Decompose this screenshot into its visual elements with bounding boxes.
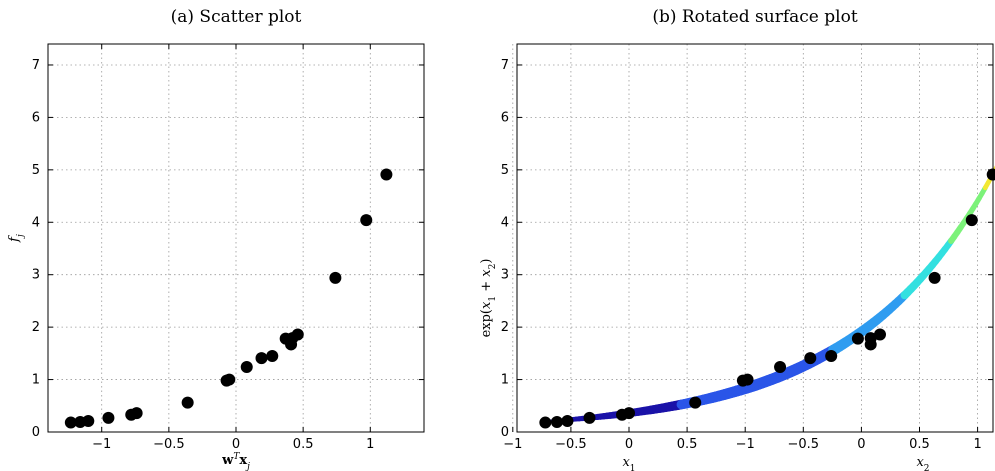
data-point	[64, 416, 77, 429]
y-tick-label: 6	[501, 110, 509, 125]
x1-axis-label: x1	[622, 455, 635, 471]
data-point	[291, 328, 304, 341]
x-tick-label: −1	[736, 437, 755, 452]
chart-title: (b) Rotated surface plot	[652, 7, 857, 27]
y-tick-label: 1	[501, 373, 509, 388]
data-point	[255, 352, 268, 365]
data-point	[873, 328, 886, 341]
data-point	[804, 352, 817, 365]
x-tick-label: 0	[232, 437, 240, 452]
x-tick-label: 0.5	[909, 437, 930, 452]
x-tick-label: 0	[857, 437, 865, 452]
data-point	[583, 411, 596, 424]
x-tick-label: −0.5	[788, 437, 820, 452]
data-point	[181, 396, 194, 409]
data-point	[623, 407, 635, 420]
y-tick-label: 3	[501, 268, 509, 283]
x-tick-label: −0.5	[555, 437, 587, 452]
data-point	[774, 360, 787, 373]
data-point	[561, 414, 574, 427]
scatter-plot-panel: (a) Scatter plot −1 −0.5 0 0.5 1 0 1 2 3 4 5 6 7 wTxj f…	[7, 7, 425, 471]
data-point	[380, 168, 393, 181]
y-tick-label: 3	[32, 268, 40, 283]
rotated-surface-plot-panel: (b) Rotated surface plot −1 −0.5 0 0.5 −1 −0.5…	[479, 7, 995, 471]
data-point	[266, 349, 279, 362]
y-tick-label: 7	[32, 58, 40, 73]
y-tick-label: 5	[32, 163, 40, 178]
data-point	[851, 332, 864, 345]
y-tick-label: 6	[32, 110, 40, 125]
x-tick-label: −0.5	[153, 437, 185, 452]
y-tick-label: 1	[32, 373, 40, 388]
data-point	[539, 416, 552, 429]
data-point	[864, 332, 877, 345]
x-axis-label: wTxj	[221, 452, 250, 471]
data-point	[240, 360, 253, 373]
x-tick-label: 0.5	[677, 437, 698, 452]
x-tick-label: 0	[625, 437, 633, 452]
x2-axis-label: x2	[916, 455, 929, 471]
data-point	[329, 271, 342, 284]
data-point	[741, 373, 754, 386]
y-tick-label: 5	[501, 163, 509, 178]
y-axis-label: fj	[7, 234, 26, 243]
data-point	[550, 416, 563, 429]
x-tick-label: 0.5	[293, 437, 314, 452]
y-tick-label: 4	[501, 215, 509, 230]
y-tick-label: 7	[501, 58, 509, 73]
data-point	[825, 349, 838, 362]
plot-frame	[516, 43, 994, 433]
data-point	[986, 168, 995, 181]
surface-band	[540, 165, 995, 424]
y-tick-label: 2	[501, 320, 509, 335]
data-point	[82, 414, 95, 427]
data-point	[965, 214, 978, 227]
y-tick-label: 2	[32, 320, 40, 335]
y-tick-label: 4	[32, 215, 40, 230]
data-point	[223, 373, 236, 386]
y-tick-label: 0	[501, 425, 509, 440]
x-tick-label: −1	[92, 437, 111, 452]
data-point	[360, 214, 373, 227]
y-tick-label: 0	[32, 425, 40, 440]
x-tick-label: 1	[973, 437, 981, 452]
x-tick-label: 1	[366, 437, 374, 452]
data-point	[102, 411, 115, 424]
data-point	[130, 407, 143, 420]
data-point	[928, 271, 941, 284]
data-point	[689, 396, 702, 409]
chart-title: (a) Scatter plot	[171, 7, 302, 27]
y-axis-label: exp(x1 + x2)	[479, 259, 498, 338]
x-tick-label: −1	[503, 437, 522, 452]
